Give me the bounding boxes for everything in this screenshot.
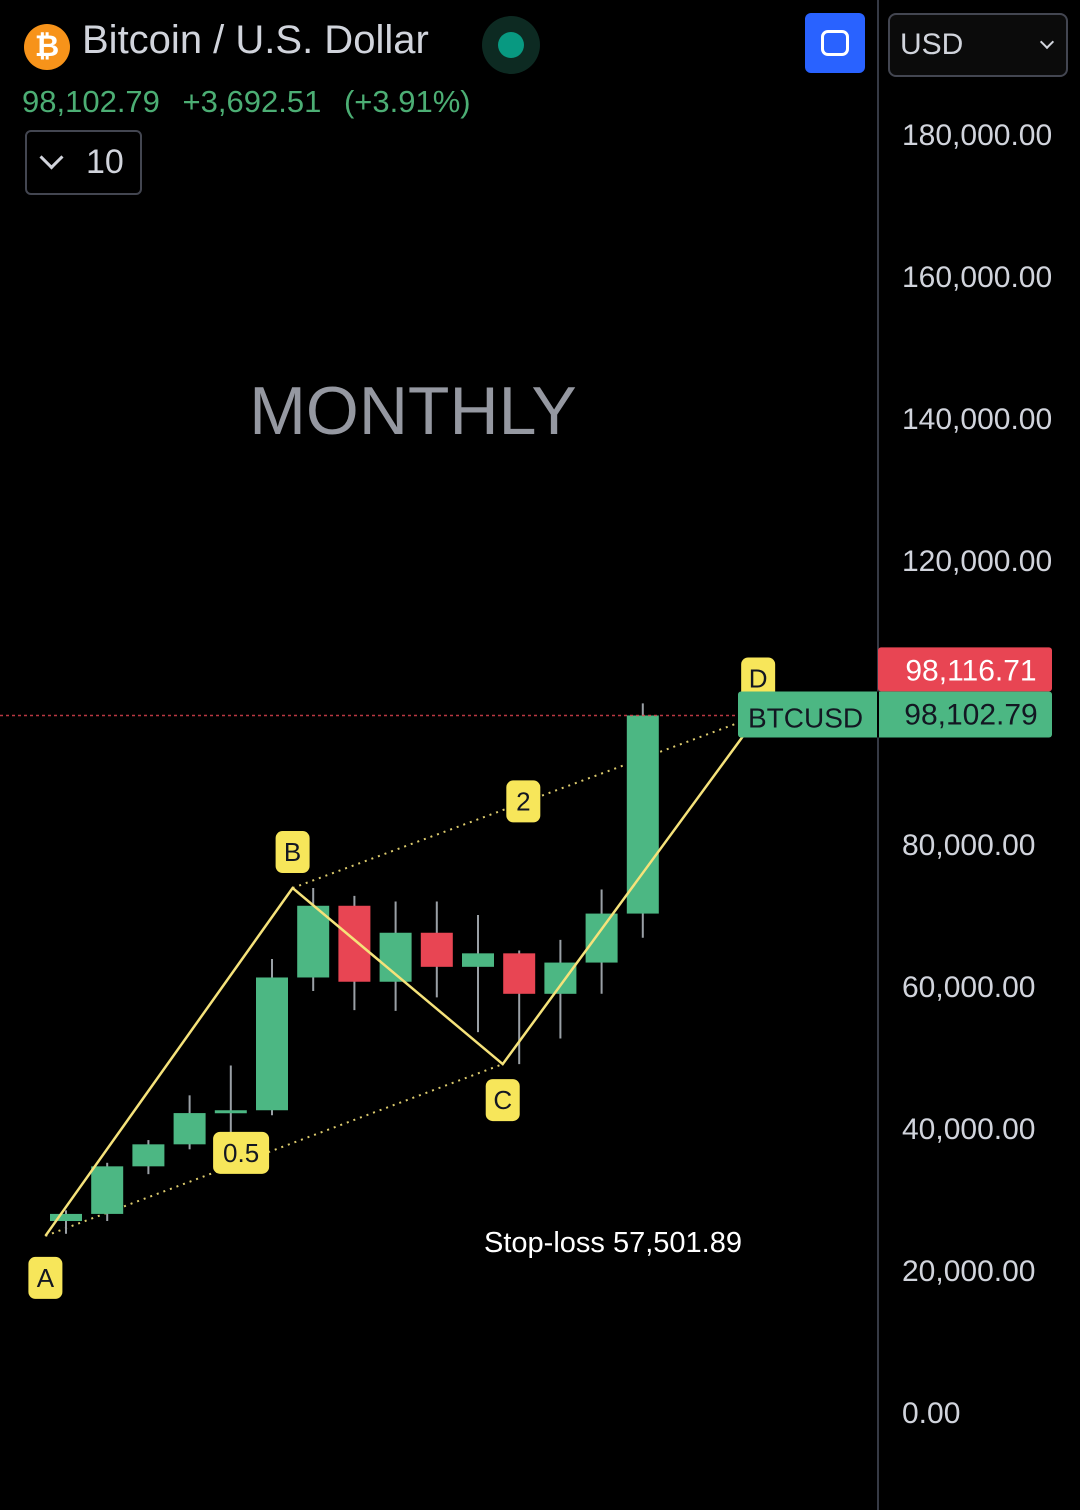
candle-body [91, 1166, 124, 1214]
y-tick-label: 120,000.00 [902, 545, 1052, 578]
candle [462, 915, 494, 1033]
candle-body [50, 1213, 82, 1222]
candle [173, 1095, 206, 1150]
market-status-indicator[interactable] [482, 16, 540, 74]
pattern-ratio-label: 0.5 [223, 1138, 259, 1168]
pattern-ratio-label-bg [506, 780, 541, 823]
candle-body [585, 913, 618, 963]
candle [503, 950, 536, 1065]
candle-body [173, 1113, 206, 1145]
pattern-point-label-bg [485, 1079, 520, 1122]
symbol-title[interactable]: Bitcoin / U.S. Dollar [82, 18, 429, 62]
price-quote: 98,102.79 +3,692.51 (+3.91%) [22, 84, 485, 120]
pattern-point-label-bg [28, 1256, 63, 1299]
y-tick-label: 60,000.00 [902, 971, 1035, 1004]
y-tick-label: 80,000.00 [902, 829, 1035, 862]
y-tick-label: 40,000.00 [902, 1113, 1035, 1146]
candle-body [544, 962, 577, 994]
candle-body [503, 953, 536, 994]
candle-body [297, 905, 330, 978]
fullscreen-icon [821, 30, 849, 56]
candle [132, 1140, 165, 1175]
bid-price-tag [878, 647, 1052, 692]
y-tick-label: 180,000.00 [902, 119, 1052, 152]
candle [379, 901, 412, 1011]
candle-body [462, 953, 494, 967]
price-axis-separator [877, 0, 879, 1510]
price-change-percent: (+3.91%) [343, 84, 471, 119]
candle [297, 888, 330, 991]
pattern-point-label: D [749, 663, 768, 693]
y-tick-label: 140,000.00 [902, 403, 1052, 436]
lower-channel-line [45, 1063, 504, 1237]
pattern-point-label: B [284, 837, 301, 867]
candle [626, 703, 659, 938]
stop-loss-annotation: Stop-loss 57,501.89 [484, 1227, 742, 1259]
bitcoin-icon: ₿ [24, 24, 70, 70]
pattern-ratio-label: 2 [516, 786, 530, 816]
last-price-label: 98,102.79 [904, 698, 1037, 731]
candle-body [420, 932, 453, 967]
candle-body [256, 977, 288, 1111]
fullscreen-button[interactable] [805, 13, 865, 73]
candle-body [338, 905, 371, 982]
pattern-point-label: C [493, 1085, 512, 1115]
currency-selector[interactable]: USD [888, 13, 1068, 77]
bid-price-label: 98,116.71 [905, 654, 1036, 687]
pattern-point-label-bg [275, 831, 310, 874]
candle [585, 889, 618, 994]
price-change: +3,692.51 [182, 84, 322, 119]
upper-channel-line [292, 714, 759, 889]
indicator-count: 10 [86, 143, 124, 181]
candle [256, 959, 288, 1116]
last-price: 98,102.79 [22, 84, 160, 119]
pattern-point-label-bg [741, 657, 776, 700]
candle [214, 1065, 247, 1138]
symbol-tag-label: BTCUSD [748, 702, 863, 733]
y-tick-label: 0.00 [902, 1397, 960, 1430]
abcd-pattern-line [44, 714, 760, 1237]
candle [50, 1210, 82, 1234]
candle-body [132, 1144, 165, 1167]
y-tick-label: 20,000.00 [902, 1255, 1035, 1288]
candle [91, 1162, 124, 1222]
interval-watermark: MONTHLY [249, 373, 577, 449]
market-open-dot-icon [498, 32, 524, 58]
indicator-collapse-button[interactable]: 10 [25, 130, 142, 195]
candle [338, 895, 371, 1011]
candle [420, 901, 453, 998]
pattern-point-label: A [37, 1263, 55, 1293]
candle-body [214, 1110, 247, 1114]
last-price-tag [738, 691, 1052, 738]
candle-body [626, 715, 659, 914]
candle [544, 939, 577, 1039]
pattern-ratio-label-bg [213, 1131, 270, 1174]
currency-value: USD [900, 28, 964, 61]
y-tick-label: 160,000.00 [902, 261, 1052, 294]
